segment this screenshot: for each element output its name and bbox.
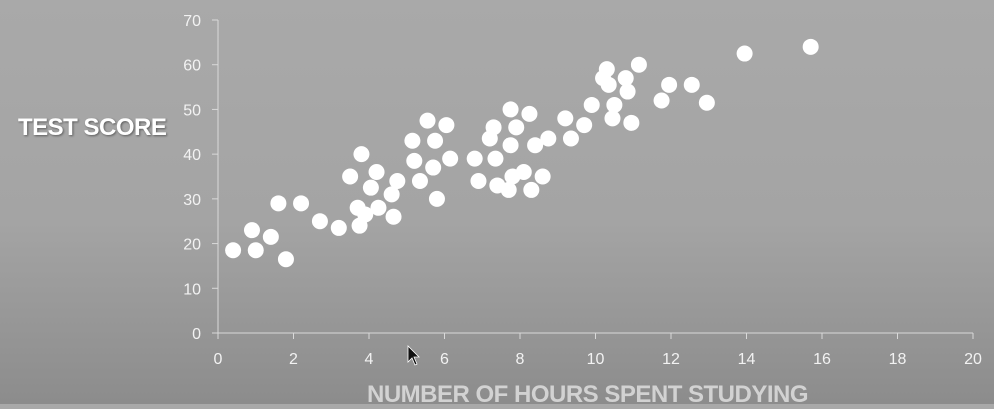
- data-point: [438, 117, 455, 134]
- x-tick-label: 2: [289, 351, 298, 368]
- data-point: [698, 94, 715, 111]
- data-point: [485, 119, 502, 136]
- data-point: [534, 168, 551, 185]
- data-point: [802, 38, 819, 55]
- x-tick-label: 14: [738, 351, 756, 368]
- data-point: [225, 242, 242, 259]
- data-point: [330, 219, 347, 236]
- y-tick-label: 60: [183, 58, 201, 75]
- data-point: [502, 101, 519, 118]
- data-point: [540, 130, 557, 147]
- y-tick-label: 20: [183, 237, 201, 254]
- data-point: [557, 110, 574, 127]
- data-point: [262, 228, 279, 245]
- y-tick-label: 30: [183, 192, 201, 209]
- data-point: [683, 76, 700, 93]
- data-point: [500, 181, 517, 198]
- data-point: [383, 186, 400, 203]
- data-point: [508, 119, 525, 136]
- data-point: [370, 199, 387, 216]
- y-tick-label: 0: [192, 326, 201, 343]
- x-tick-label: 6: [440, 351, 449, 368]
- data-point: [368, 164, 385, 181]
- data-point: [527, 137, 544, 154]
- y-axis-title: TEST SCORE: [18, 114, 167, 141]
- data-point: [411, 172, 428, 189]
- x-tick-label: 18: [889, 351, 907, 368]
- data-point: [619, 83, 636, 100]
- data-point: [617, 70, 634, 87]
- data-point: [277, 251, 294, 268]
- data-point: [389, 172, 406, 189]
- data-point: [600, 76, 617, 93]
- data-point: [353, 146, 370, 163]
- data-point: [342, 168, 359, 185]
- data-point: [442, 150, 459, 167]
- data-point: [428, 190, 445, 207]
- data-point: [523, 181, 540, 198]
- data-point: [576, 117, 593, 134]
- mouse-cursor-icon: [407, 345, 420, 366]
- data-point: [502, 137, 519, 154]
- x-tick-label: 8: [516, 351, 525, 368]
- data-point: [562, 130, 579, 147]
- data-point: [606, 96, 623, 113]
- data-point: [515, 164, 532, 181]
- data-point: [357, 206, 374, 223]
- x-tick-label: 16: [813, 351, 831, 368]
- x-tick-label: 4: [365, 351, 374, 368]
- x-tick-label: 10: [587, 351, 605, 368]
- data-point: [427, 132, 444, 149]
- data-point: [470, 172, 487, 189]
- data-point: [247, 242, 264, 259]
- data-point: [385, 208, 402, 225]
- y-tick-label: 40: [183, 147, 201, 164]
- data-point: [419, 112, 436, 129]
- data-point: [661, 76, 678, 93]
- y-tick-label: 10: [183, 281, 201, 298]
- data-point: [653, 92, 670, 109]
- data-point: [293, 195, 310, 212]
- data-point: [598, 61, 615, 78]
- data-point: [362, 179, 379, 196]
- data-point: [311, 213, 328, 230]
- data-point: [630, 56, 647, 73]
- data-point: [604, 110, 621, 127]
- data-point: [406, 152, 423, 169]
- data-point: [425, 159, 442, 176]
- x-tick-label: 0: [214, 351, 223, 368]
- data-point: [583, 96, 600, 113]
- y-tick-label: 50: [183, 102, 201, 119]
- data-point: [270, 195, 287, 212]
- data-point: [623, 114, 640, 131]
- x-axis-title: NUMBER OF HOURS SPENT STUDYING: [367, 381, 809, 408]
- data-point: [487, 150, 504, 167]
- data-point: [243, 222, 260, 239]
- x-tick-label: 20: [964, 351, 982, 368]
- data-point: [736, 45, 753, 62]
- x-tick-label: 12: [662, 351, 680, 368]
- data-point: [466, 150, 483, 167]
- y-tick-label: 70: [183, 13, 201, 30]
- data-point: [404, 132, 421, 149]
- data-point: [521, 105, 538, 122]
